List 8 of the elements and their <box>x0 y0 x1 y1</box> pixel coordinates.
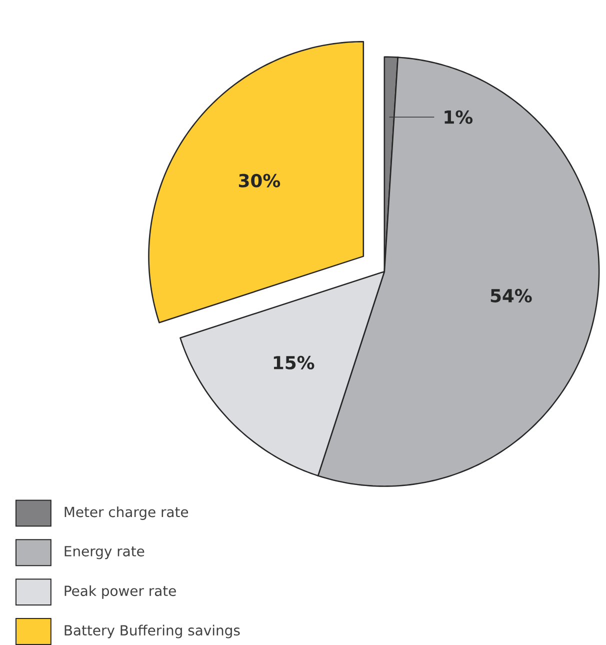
data-label: 1% <box>444 110 473 124</box>
legend-label: Battery Buffering savings <box>64 624 240 638</box>
data-label: 30% <box>238 174 280 188</box>
legend-label: Energy rate <box>64 546 144 560</box>
data-label: 54% <box>490 288 532 302</box>
data-label: 15% <box>274 356 314 370</box>
legend-label: Meter charge rate <box>64 506 188 520</box>
legend-label: Peak power rate <box>64 585 176 599</box>
